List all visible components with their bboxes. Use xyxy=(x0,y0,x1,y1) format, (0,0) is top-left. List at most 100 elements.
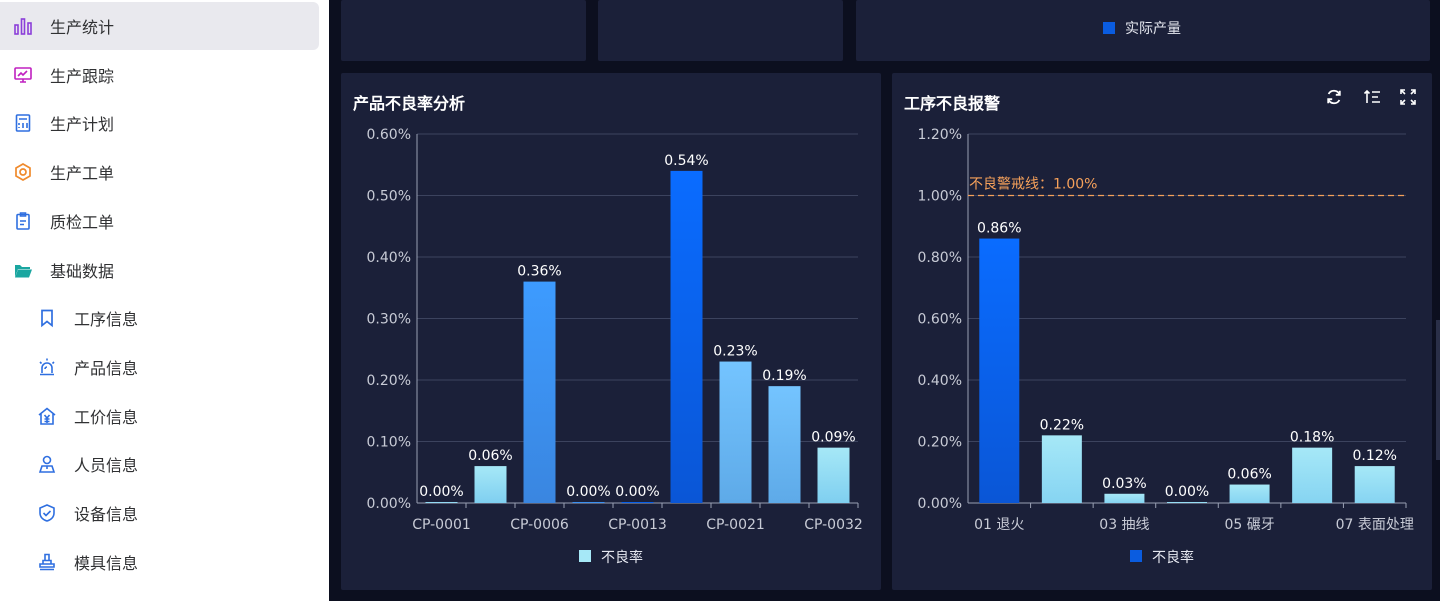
x-tick-label: 01 退火 xyxy=(974,517,1024,533)
sidebar-item-label: 工序信息 xyxy=(74,310,139,330)
x-tick-label: CP-0006 xyxy=(510,517,569,533)
top-panel-2 xyxy=(598,0,843,61)
bar xyxy=(979,238,1020,504)
bar xyxy=(572,502,605,503)
sidebar-item-label: 质检工单 xyxy=(50,212,115,232)
sidebar: 生产统计生产跟踪生产计划生产工单质检工单基础数据工序信息产品信息工价信息人员信息… xyxy=(0,0,329,601)
data-label: 0.06% xyxy=(468,448,512,464)
fullscreen-icon[interactable] xyxy=(1398,87,1418,107)
data-label: 0.19% xyxy=(762,368,806,384)
legend-swatch xyxy=(1130,550,1142,562)
data-label: 0.36% xyxy=(517,264,561,280)
bookmark-icon xyxy=(36,307,58,329)
bar-chart-icon xyxy=(12,15,34,37)
sidebar-item-label: 基础数据 xyxy=(50,261,115,281)
bar xyxy=(1354,466,1395,503)
sidebar-item-6[interactable]: 基础数据 xyxy=(0,246,319,294)
y-tick-label: 0.80% xyxy=(918,250,962,266)
refresh-icon[interactable] xyxy=(1324,87,1344,107)
legend-label: 不良率 xyxy=(601,549,643,566)
threshold-label: 不良警戒线：1.00% xyxy=(969,177,1097,193)
sidebar-item-8[interactable]: 产品信息 xyxy=(0,343,319,391)
process-alarm-panel: 工序不良报警 0.00% 0.20% 0.40% 0.60% 0.80% 1.00% 1.2… xyxy=(892,73,1432,590)
defect-rate-chart: 0.00% 0.10% 0.20% 0.30% 0.40% 0.50% 0.60% 0.00%… xyxy=(367,127,863,566)
process-alarm-title: 工序不良报警 xyxy=(904,94,1001,113)
main-dashboard: 实际产量 产品不良率分析 0.00% 0.10% 0.20% 0.30% 0.40% 0.… xyxy=(329,0,1440,601)
bar xyxy=(1041,435,1082,503)
clipboard-icon xyxy=(12,210,34,232)
y-tick-label: 0.60% xyxy=(918,312,962,328)
data-label: 0.00% xyxy=(419,484,463,500)
y-tick-label: 0.20% xyxy=(918,435,962,451)
top-legend-swatch xyxy=(1103,22,1115,34)
x-tick-label: 03 抽线 xyxy=(1099,517,1149,533)
sidebar-item-3[interactable]: 生产计划 xyxy=(0,99,319,147)
hexagon-nut-icon xyxy=(12,161,34,183)
bar xyxy=(474,466,507,503)
data-label: 0.00% xyxy=(566,484,610,500)
data-label: 0.12% xyxy=(1352,448,1396,464)
y-tick-label: 0.20% xyxy=(367,373,411,389)
top-legend-label: 实际产量 xyxy=(1125,21,1181,37)
y-tick-label: 0.30% xyxy=(367,312,411,328)
data-label: 0.86% xyxy=(977,221,1021,237)
sidebar-item-5[interactable]: 质检工单 xyxy=(0,197,319,245)
folder-open-icon xyxy=(12,259,34,281)
bar xyxy=(1167,502,1207,503)
stamp-icon xyxy=(36,551,58,573)
x-tick-label: CP-0001 xyxy=(412,517,471,533)
sidebar-item-label: 生产统计 xyxy=(50,18,115,37)
top-legend[interactable]: 实际产量 xyxy=(1103,18,1181,38)
bar xyxy=(719,361,752,503)
legend-label: 不良率 xyxy=(1152,549,1194,566)
x-tick-label: CP-0013 xyxy=(608,517,667,533)
y-tick-label: 0.60% xyxy=(367,127,411,143)
x-tick-label: CP-0032 xyxy=(804,517,863,533)
x-tick-label: 05 碾牙 xyxy=(1224,517,1274,533)
monitor-chart-icon xyxy=(12,64,34,86)
defect-rate-panel: 产品不良率分析 0.00% 0.10% 0.20% 0.30% 0.40% 0.50% 0.… xyxy=(341,73,881,590)
sidebar-item-label: 生产计划 xyxy=(50,115,115,135)
data-label: 0.23% xyxy=(713,344,757,360)
person-icon xyxy=(36,453,58,475)
data-label: 0.06% xyxy=(1227,467,1271,483)
price-house-icon xyxy=(36,405,58,427)
data-label: 0.09% xyxy=(811,430,855,446)
calculator-icon xyxy=(12,112,34,134)
bar xyxy=(621,502,654,503)
sidebar-item-9[interactable]: 工价信息 xyxy=(0,392,319,440)
sidebar-item-2[interactable]: 生产跟踪 xyxy=(0,51,319,99)
bar xyxy=(670,170,703,503)
data-label: 0.00% xyxy=(1165,484,1209,500)
sidebar-item-11[interactable]: 设备信息 xyxy=(0,489,319,537)
top-panel-1 xyxy=(341,0,586,61)
data-label: 0.22% xyxy=(1040,417,1084,433)
data-label: 0.18% xyxy=(1290,430,1334,446)
sidebar-item-label: 生产跟踪 xyxy=(50,66,115,86)
legend-swatch xyxy=(579,550,591,562)
shield-check-icon xyxy=(36,502,58,524)
y-tick-label: 0.40% xyxy=(918,373,962,389)
y-tick-label: 1.20% xyxy=(918,127,962,143)
y-tick-label: 0.50% xyxy=(367,189,411,205)
scrollbar-thumb[interactable] xyxy=(1436,320,1440,460)
sidebar-item-1[interactable]: 生产统计 xyxy=(0,2,319,50)
alarm-light-icon xyxy=(36,356,58,378)
y-tick-label: 0.40% xyxy=(367,250,411,266)
process-alarm-chart: 0.00% 0.20% 0.40% 0.60% 0.80% 1.00% 1.20% 0.86%… xyxy=(918,127,1414,566)
sidebar-item-label: 工价信息 xyxy=(74,407,139,427)
bar xyxy=(1229,484,1270,503)
x-tick-label: 07 表面处理 xyxy=(1336,517,1414,533)
sort-icon[interactable] xyxy=(1362,87,1382,107)
data-label: 0.00% xyxy=(615,484,659,500)
sidebar-item-label: 生产工单 xyxy=(50,164,115,184)
data-label: 0.54% xyxy=(664,153,708,169)
sidebar-item-7[interactable]: 工序信息 xyxy=(0,294,319,342)
sidebar-item-12[interactable]: 模具信息 xyxy=(0,538,319,586)
bar xyxy=(425,502,458,503)
sidebar-item-10[interactable]: 人员信息 xyxy=(0,440,319,488)
bar xyxy=(523,281,556,503)
sidebar-item-4[interactable]: 生产工单 xyxy=(0,148,319,196)
sidebar-item-label: 设备信息 xyxy=(74,505,139,524)
sidebar-item-label: 产品信息 xyxy=(74,358,139,378)
